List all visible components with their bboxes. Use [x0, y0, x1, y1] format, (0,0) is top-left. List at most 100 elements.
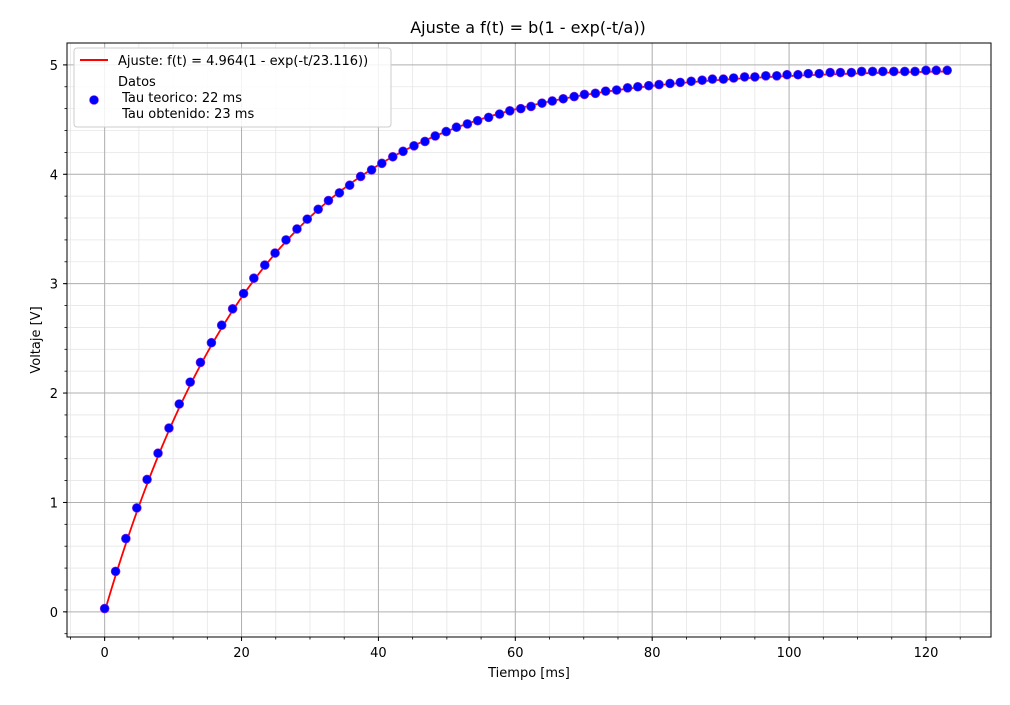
data-point — [835, 67, 846, 78]
y-axis-label: Voltaje [V] — [29, 306, 44, 373]
y-tick-label: 0 — [50, 606, 58, 621]
major-grid — [67, 43, 991, 637]
data-point — [590, 88, 601, 99]
data-point — [739, 72, 750, 82]
data-point — [547, 96, 558, 106]
data-point — [622, 83, 633, 93]
y-tick-label: 5 — [50, 59, 58, 74]
data-point — [249, 273, 259, 283]
data-point — [761, 71, 771, 81]
x-tick-label: 80 — [644, 646, 661, 661]
data-point — [878, 66, 888, 77]
data-point — [814, 68, 825, 79]
data-point — [260, 260, 270, 270]
data-point — [856, 66, 867, 77]
data-point — [728, 73, 739, 83]
data-point — [323, 195, 334, 206]
data-point — [686, 76, 697, 87]
legend-data-label-line2: Tau teorico: 22 ms — [118, 91, 242, 106]
data-point — [537, 98, 547, 108]
data-point — [355, 171, 366, 182]
data-point — [750, 72, 760, 82]
x-tick-label: 120 — [914, 646, 939, 661]
minor-grid — [67, 43, 991, 637]
y-tick-label: 3 — [50, 278, 58, 293]
data-point — [420, 136, 430, 147]
data-point — [899, 66, 910, 77]
data-point — [718, 74, 729, 84]
data-point — [164, 423, 174, 433]
x-tick-label: 40 — [370, 646, 387, 661]
data-point — [931, 65, 942, 76]
data-point — [633, 81, 643, 92]
data-point — [387, 151, 398, 162]
data-point — [409, 141, 419, 151]
data-point — [675, 77, 686, 88]
plot-frame — [66, 42, 992, 638]
data-point — [462, 119, 473, 129]
legend-box — [73, 47, 392, 128]
data-point — [377, 158, 387, 169]
data-point — [643, 80, 654, 91]
y-tick-label: 2 — [50, 387, 58, 402]
data-point — [782, 69, 792, 80]
data-point — [494, 109, 505, 119]
data-point — [483, 112, 494, 123]
data-point — [281, 235, 291, 245]
data-point — [302, 214, 313, 224]
data-point — [921, 65, 931, 76]
data-points — [99, 65, 952, 614]
data-point — [665, 78, 675, 89]
data-point — [334, 188, 345, 198]
data-point — [292, 224, 302, 234]
data-point — [174, 399, 185, 409]
y-tick-label: 4 — [50, 168, 58, 183]
data-point — [153, 448, 163, 459]
data-point — [398, 146, 408, 157]
data-point — [579, 89, 590, 100]
data-point — [825, 67, 835, 78]
data-point — [600, 86, 611, 96]
data-point — [185, 377, 195, 387]
legend-fit-label: Ajuste: f(t) = 4.964(1 - exp(-t/23.116)) — [118, 54, 368, 69]
x-axis-label: Tiempo [ms] — [487, 666, 570, 681]
data-point — [867, 66, 878, 77]
data-point — [569, 91, 579, 102]
legend-data-marker — [89, 95, 99, 105]
data-point — [910, 66, 920, 77]
data-point — [366, 165, 377, 175]
data-point — [846, 67, 857, 78]
data-point — [505, 106, 515, 116]
y-tick-label: 1 — [50, 496, 58, 511]
data-point — [515, 103, 526, 114]
axis-ticks: 0 20 40 60 80 100 120 0 1 2 3 4 5 — [50, 59, 961, 661]
data-point — [142, 474, 152, 485]
chart-title: Ajuste a f(t) = b(1 - exp(-t/a)) — [410, 18, 646, 37]
data-point — [558, 93, 569, 104]
data-point — [430, 131, 441, 141]
data-point — [611, 85, 622, 95]
x-tick-label: 60 — [507, 646, 524, 661]
data-point — [889, 66, 899, 77]
data-point — [526, 101, 536, 112]
data-point — [270, 248, 280, 258]
legend: Ajuste: f(t) = 4.964(1 - exp(-t/23.116))… — [73, 47, 392, 128]
data-point — [771, 71, 782, 81]
data-point — [121, 533, 131, 544]
data-point — [238, 288, 249, 299]
data-point — [227, 304, 238, 314]
x-tick-label: 0 — [101, 646, 109, 661]
legend-data-label-line1: Datos — [118, 75, 156, 90]
data-point — [99, 603, 110, 614]
data-point — [697, 75, 707, 85]
data-point — [216, 320, 227, 331]
data-point — [654, 79, 664, 90]
data-point — [803, 68, 814, 79]
x-tick-label: 100 — [777, 646, 802, 661]
data-point — [132, 503, 142, 513]
data-point — [110, 566, 121, 577]
data-point — [942, 65, 952, 76]
data-point — [707, 74, 718, 84]
data-point — [451, 122, 462, 133]
